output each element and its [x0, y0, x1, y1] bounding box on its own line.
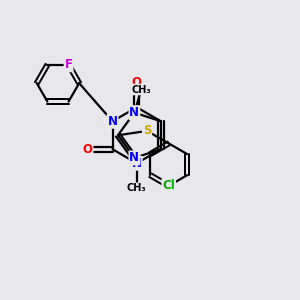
Text: N: N: [129, 106, 140, 119]
Text: N: N: [107, 115, 118, 128]
Text: O: O: [82, 143, 92, 156]
Text: CH₃: CH₃: [131, 85, 151, 94]
Text: O: O: [132, 76, 142, 89]
Text: N: N: [129, 152, 140, 164]
Text: Cl: Cl: [162, 179, 175, 192]
Text: CH₃: CH₃: [127, 183, 147, 193]
Text: S: S: [143, 124, 151, 137]
Text: N: N: [132, 157, 142, 170]
Text: F: F: [64, 58, 73, 71]
